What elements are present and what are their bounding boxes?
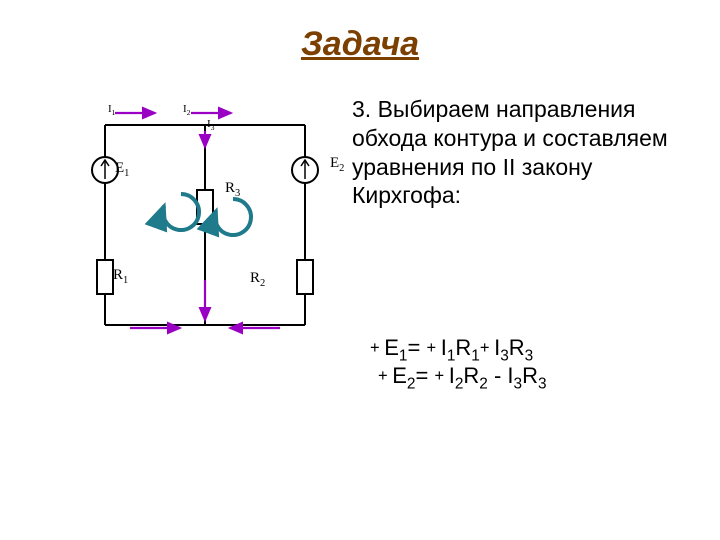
equation-2: + E2= + I2R2 - I3R3 (378, 363, 547, 393)
label-e1: E1 (115, 160, 129, 179)
label-r3: R3 (225, 180, 240, 199)
label-r1: R1 (113, 267, 128, 286)
label-e2: E2 (330, 155, 344, 174)
label-i2: I2 (183, 103, 191, 117)
circuit-diagram (75, 95, 335, 360)
label-r2: R2 (250, 270, 265, 289)
label-i1: I1 (108, 103, 116, 117)
equation-1: + E1= + I1R1+ I3R3 (370, 335, 533, 365)
problem-step-text: 3. Выбираем направления обхода контура и… (352, 95, 697, 210)
label-i3: I3 (207, 118, 215, 132)
page-title: Задача (0, 25, 720, 64)
